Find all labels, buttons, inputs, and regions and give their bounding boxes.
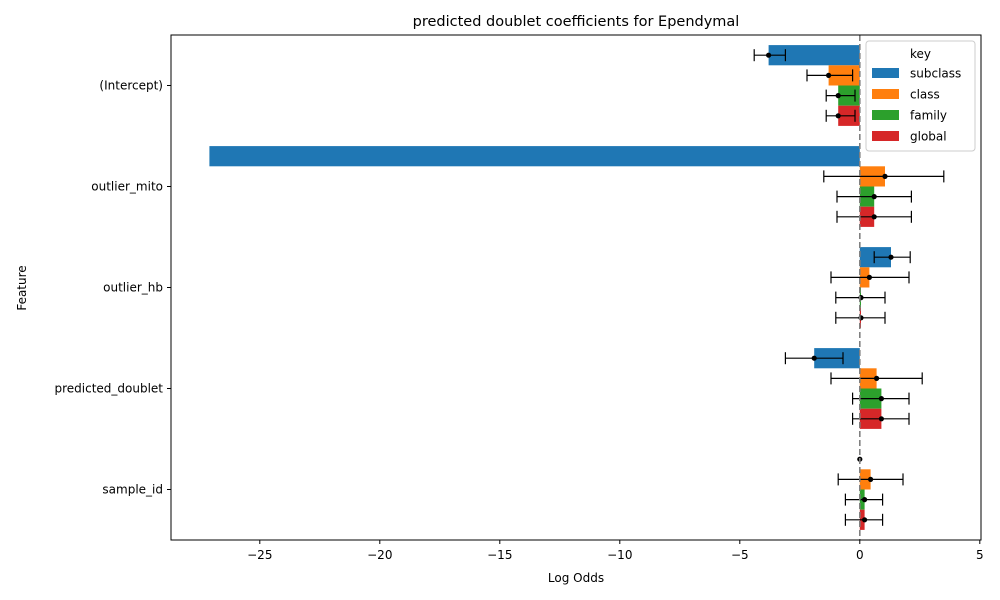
bar-subclass <box>209 146 860 167</box>
legend-label-global: global <box>910 130 947 144</box>
legend-swatch-family <box>872 110 899 120</box>
y-axis: (Intercept) outlier_mito outlier_hbpredict… <box>54 79 171 497</box>
point-estimate-global <box>878 416 885 422</box>
legend-title: key <box>910 47 931 61</box>
point-estimate-family <box>835 93 841 99</box>
point-estimate-subclass <box>766 52 772 58</box>
x-tick-label: −5 <box>731 548 749 562</box>
point-estimate-subclass <box>811 355 817 361</box>
point-estimate-class <box>874 375 880 381</box>
y-tick-label: outlier_hb <box>103 281 163 295</box>
bar-subclass <box>768 45 860 66</box>
errorbars-layer <box>753 49 945 526</box>
point-estimate-class <box>826 72 832 78</box>
point-estimate-family <box>878 396 885 402</box>
point-estimate-family <box>862 497 868 503</box>
legend-swatch-global <box>872 131 899 141</box>
x-tick-label: −10 <box>607 548 632 562</box>
legend-label-family: family <box>910 109 947 123</box>
legend-label-class: class <box>910 88 940 102</box>
y-tick-label: outlier_mito <box>91 180 163 194</box>
x-tick-label: −25 <box>247 548 272 562</box>
x-tick-label: −20 <box>367 548 392 562</box>
y-tick-label: sample_id <box>102 483 163 497</box>
y-tick-label: (Intercept) <box>99 79 163 93</box>
x-axis-title: Log Odds <box>548 571 604 585</box>
x-tick-label: 5 <box>976 548 984 562</box>
bars-layer <box>209 45 891 530</box>
chart-title: predicted doublet coefficients for Epend… <box>413 14 740 30</box>
legend-swatch-class <box>872 89 899 99</box>
y-axis-title: Feature <box>15 265 29 310</box>
point-estimate-family <box>871 194 877 200</box>
point-estimate-subclass <box>888 254 894 260</box>
point-estimate-global <box>862 517 868 523</box>
y-tick-label: predicted_doublet <box>54 382 163 396</box>
point-estimate-global <box>835 113 841 119</box>
x-tick-label: −15 <box>487 548 512 562</box>
point-estimate-class <box>866 274 873 280</box>
legend-swatch-subclass <box>872 68 899 78</box>
x-axis: −25 −20 −15 −10 −5 0 5 <box>247 540 984 562</box>
point-estimate-class <box>868 476 874 482</box>
point-estimate-class <box>882 173 888 179</box>
point-estimate-global <box>871 214 877 220</box>
legend: key subclass class family global <box>865 40 976 152</box>
legend-label-subclass: subclass <box>910 67 961 81</box>
x-tick-label: 0 <box>856 548 864 562</box>
